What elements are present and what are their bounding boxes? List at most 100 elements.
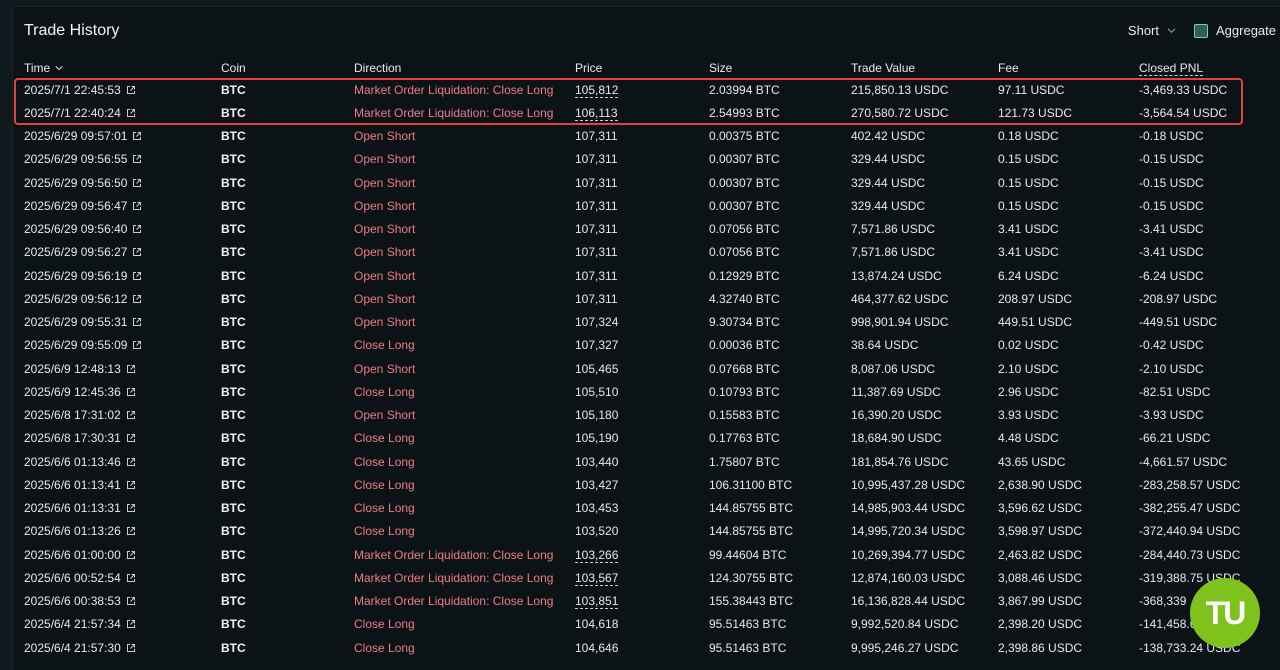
column-header-coin: Coin (221, 61, 246, 75)
table-row: 2025/7/1 22:45:53 BTC Market Order Liquida… (24, 78, 1279, 101)
size-cell: 0.00307 BTC (709, 175, 780, 190)
fee-cell: 3,088.46 USDC (998, 570, 1083, 585)
external-link-icon[interactable] (132, 131, 142, 141)
trade-value-cell: 270,580.72 USDC (851, 105, 949, 120)
price-value: 103,520 (575, 524, 619, 539)
watermark-logo: TU (1190, 578, 1260, 648)
price-cell: 103,453 (575, 497, 709, 520)
external-link-icon[interactable] (132, 271, 142, 281)
time-value: 2025/7/1 22:45:53 (24, 82, 121, 97)
external-link-icon[interactable] (126, 573, 136, 583)
table-row: 2025/6/29 09:56:12 BTC Open Short 107,311 4.… (24, 287, 1279, 310)
coin-cell: BTC (221, 291, 246, 306)
closed-pnl-header-label: Closed PNL (1139, 61, 1204, 76)
price-cell: 107,311 (575, 241, 709, 264)
external-link-icon[interactable] (132, 154, 142, 164)
coin-cell: BTC (221, 431, 246, 446)
external-link-icon[interactable] (126, 480, 136, 490)
external-link-icon[interactable] (132, 224, 142, 234)
price-cell: 105,812 (575, 78, 709, 101)
price-value[interactable]: 105,812 (575, 82, 619, 98)
price-value: 107,327 (575, 338, 619, 353)
table-row: 2025/6/9 12:45:36 BTC Close Long 105,510 0.1… (24, 380, 1279, 403)
size-cell: 0.10793 BTC (709, 384, 780, 399)
external-link-icon[interactable] (126, 550, 136, 560)
table-row: 2025/6/6 00:38:53 BTC Market Order Liquida… (24, 590, 1279, 613)
time-cell: 2025/6/6 00:52:54 (24, 566, 221, 589)
time-value: 2025/6/4 21:57:34 (24, 617, 121, 632)
external-link-icon[interactable] (132, 247, 142, 257)
closed-pnl-cell: -208.97 USDC (1139, 291, 1218, 306)
closed-pnl-cell: -0.15 USDC (1139, 198, 1204, 213)
price-value[interactable]: 103,567 (575, 570, 619, 586)
aggregate-checkbox[interactable] (1194, 23, 1208, 38)
price-value[interactable]: 103,851 (575, 594, 619, 610)
time-value: 2025/6/29 09:56:50 (24, 175, 128, 190)
column-header-time[interactable]: Time (24, 58, 221, 78)
trade-value-cell: 38.64 USDC (851, 338, 919, 353)
sort-chevron-icon (55, 66, 63, 71)
trade-value-cell: 14,985,903.44 USDC (851, 501, 966, 516)
table-row: 2025/6/29 09:56:19 BTC Open Short 107,311 0.… (24, 264, 1279, 287)
price-cell: 107,311 (575, 287, 709, 310)
direction-cell: Market Order Liquidation: Close Long (354, 594, 554, 609)
time-cell: 2025/7/1 22:45:53 (24, 78, 221, 101)
column-header-fee: Fee (998, 61, 1019, 75)
price-value[interactable]: 106,113 (575, 105, 618, 121)
time-cell: 2025/6/6 01:13:31 (24, 497, 221, 520)
time-value: 2025/6/29 09:56:47 (24, 198, 128, 213)
external-link-icon[interactable] (126, 433, 136, 443)
table-row: 2025/6/29 09:56:50 BTC Open Short 107,311 0.… (24, 171, 1279, 194)
time-cell: 2025/6/9 12:48:13 (24, 357, 221, 380)
fee-cell: 3,598.97 USDC (998, 524, 1083, 539)
short-dropdown[interactable]: Short (1128, 23, 1176, 38)
external-link-icon[interactable] (126, 387, 136, 397)
external-link-icon[interactable] (126, 526, 136, 536)
trade-value-cell: 9,995,246.27 USDC (851, 640, 959, 655)
trade-value-cell: 7,571.86 USDC (851, 245, 936, 260)
time-cell: 2025/6/6 00:38:53 (24, 590, 221, 613)
external-link-icon[interactable] (126, 596, 136, 606)
trade-value-cell: 10,995,437.28 USDC (851, 477, 966, 492)
closed-pnl-cell: -82.51 USDC (1139, 384, 1211, 399)
external-link-icon[interactable] (132, 201, 142, 211)
price-cell: 103,567 (575, 566, 709, 589)
price-cell: 107,311 (575, 125, 709, 148)
coin-cell: BTC (221, 501, 246, 516)
price-value: 104,646 (575, 640, 619, 655)
time-value: 2025/7/1 22:40:24 (24, 105, 121, 120)
price-value: 104,618 (575, 617, 619, 632)
external-link-icon[interactable] (132, 317, 142, 327)
direction-cell: Open Short (354, 291, 416, 306)
external-link-icon[interactable] (126, 85, 136, 95)
external-link-icon[interactable] (126, 364, 136, 374)
direction-cell: Open Short (354, 361, 416, 376)
table-row: 2025/6/29 09:56:40 BTC Open Short 107,311 0.… (24, 218, 1279, 241)
external-link-icon[interactable] (132, 340, 142, 350)
external-link-icon[interactable] (126, 410, 136, 420)
direction-cell: Close Long (354, 384, 415, 399)
table-row: 2025/6/4 21:57:30 BTC Close Long 104,646 95.… (24, 636, 1279, 659)
price-value: 103,440 (575, 454, 619, 469)
coin-cell: BTC (221, 198, 246, 213)
price-value[interactable]: 103,266 (575, 547, 619, 563)
external-link-icon[interactable] (132, 178, 142, 188)
trade-value-cell: 14,995,720.34 USDC (851, 524, 966, 539)
external-link-icon[interactable] (126, 619, 136, 629)
external-link-icon[interactable] (126, 457, 136, 467)
external-link-icon[interactable] (126, 643, 136, 653)
coin-cell: BTC (221, 454, 246, 469)
trade-value-cell: 998,901.94 USDC (851, 315, 949, 330)
external-link-icon[interactable] (126, 503, 136, 513)
watermark-logo-text: TU (1205, 594, 1247, 631)
external-link-icon[interactable] (126, 108, 136, 118)
price-value: 103,427 (575, 477, 619, 492)
time-value: 2025/6/29 09:56:12 (24, 291, 128, 306)
price-value: 103,453 (575, 501, 619, 516)
time-value: 2025/6/29 09:55:09 (24, 338, 128, 353)
external-link-icon[interactable] (132, 294, 142, 304)
fee-cell: 3.41 USDC (998, 245, 1059, 260)
fee-cell: 0.15 USDC (998, 198, 1059, 213)
direction-cell: Open Short (354, 129, 416, 144)
aggregate-toggle[interactable]: Aggregate (1194, 23, 1276, 38)
